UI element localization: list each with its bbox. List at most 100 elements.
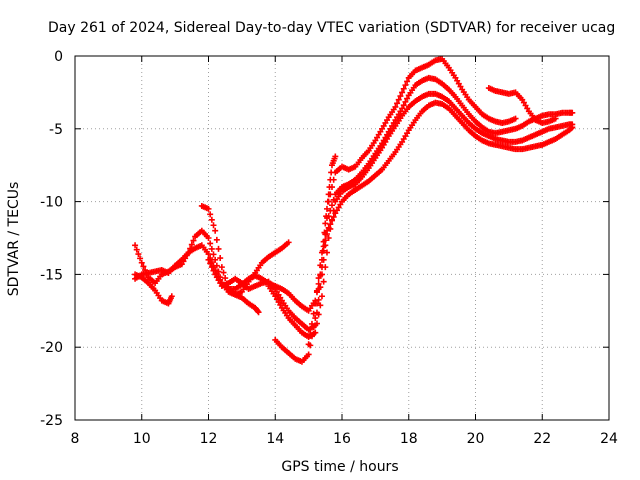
data-point	[322, 264, 329, 271]
data-point	[312, 300, 319, 307]
data-point	[399, 105, 406, 112]
data-point	[315, 280, 322, 287]
data-point	[315, 296, 322, 303]
data-point	[322, 237, 329, 244]
y-axis-title: SDTVAR / TECUs	[6, 182, 22, 297]
data-point	[320, 278, 327, 285]
x-tick-label: 20	[467, 431, 485, 447]
data-point	[328, 217, 335, 224]
data-point	[400, 102, 407, 109]
data-point	[313, 287, 320, 294]
data-point	[310, 324, 317, 331]
data-point	[285, 239, 292, 246]
data-point	[327, 221, 334, 228]
data-point	[323, 213, 330, 220]
data-point	[315, 311, 322, 318]
data-point	[140, 263, 147, 270]
data-point	[392, 103, 399, 110]
data-point	[207, 260, 214, 267]
data-point	[323, 230, 330, 237]
data-point	[317, 262, 324, 269]
data-point	[212, 256, 219, 263]
data-point	[322, 220, 329, 227]
data-point	[318, 249, 325, 256]
series-track-c	[132, 55, 519, 314]
data-point	[320, 243, 327, 250]
data-point	[327, 176, 334, 183]
data-point	[205, 251, 212, 258]
data-point	[402, 82, 409, 89]
y-tick-label: -5	[49, 122, 63, 138]
data-point	[395, 96, 402, 103]
data-point	[328, 169, 335, 176]
data-point	[394, 100, 401, 107]
y-tick-label: -15	[40, 267, 63, 283]
x-tick-label: 16	[333, 431, 351, 447]
data-point	[332, 153, 339, 160]
data-point	[207, 240, 214, 247]
data-point	[210, 267, 217, 274]
data-point	[312, 329, 319, 336]
data-point	[325, 224, 332, 231]
data-point	[210, 251, 217, 258]
data-point	[255, 309, 262, 316]
data-point	[190, 237, 197, 244]
data-point	[208, 245, 215, 252]
data-point	[218, 264, 225, 271]
data-point	[208, 216, 215, 223]
data-point	[318, 293, 325, 300]
data-point	[222, 275, 229, 282]
data-point	[325, 235, 332, 241]
data-point	[317, 302, 324, 309]
data-point	[305, 351, 312, 358]
data-point	[404, 78, 411, 85]
data-point	[325, 191, 332, 198]
series-track-g	[272, 153, 339, 365]
x-tick-label: 14	[266, 431, 284, 447]
data-point	[188, 241, 195, 248]
data-point	[254, 308, 261, 315]
x-tick-label: 12	[200, 431, 218, 447]
chart-title: Day 261 of 2024, Sidereal Day-to-day VTE…	[48, 20, 615, 36]
x-tick-label: 8	[71, 431, 80, 447]
data-point	[205, 256, 212, 263]
x-tick-label: 10	[133, 431, 151, 447]
data-point	[312, 315, 319, 322]
y-tick-label: -10	[40, 195, 63, 211]
data-point	[323, 249, 330, 256]
data-point	[318, 256, 325, 263]
y-tick-label: -25	[40, 413, 63, 429]
data-point	[569, 109, 576, 116]
x-tick-label: 22	[533, 431, 551, 447]
x-tick-label: 18	[400, 431, 418, 447]
data-point	[400, 85, 407, 92]
data-point	[328, 202, 335, 209]
data-point	[313, 320, 320, 327]
data-point	[215, 245, 222, 252]
data-point	[552, 115, 559, 122]
data-point	[399, 89, 406, 96]
data-point	[133, 246, 140, 253]
data-point	[208, 264, 215, 271]
series-track-f	[265, 90, 576, 341]
data-point	[308, 320, 315, 327]
data-point	[138, 259, 145, 266]
data-point	[512, 115, 519, 122]
x-tick-label: 24	[600, 431, 618, 447]
data-point	[402, 98, 409, 105]
data-point	[317, 271, 324, 278]
data-point	[397, 93, 404, 100]
data-point	[205, 205, 212, 212]
data-point	[324, 198, 331, 205]
data-point	[310, 310, 317, 317]
data-point	[315, 275, 322, 282]
data-point	[135, 251, 142, 258]
data-point	[330, 213, 337, 220]
y-tick-label: -20	[40, 340, 63, 356]
data-point	[217, 255, 224, 262]
x-axis-title: GPS time / hours	[281, 459, 398, 475]
series-track-e	[205, 74, 576, 333]
data-point	[212, 227, 219, 234]
